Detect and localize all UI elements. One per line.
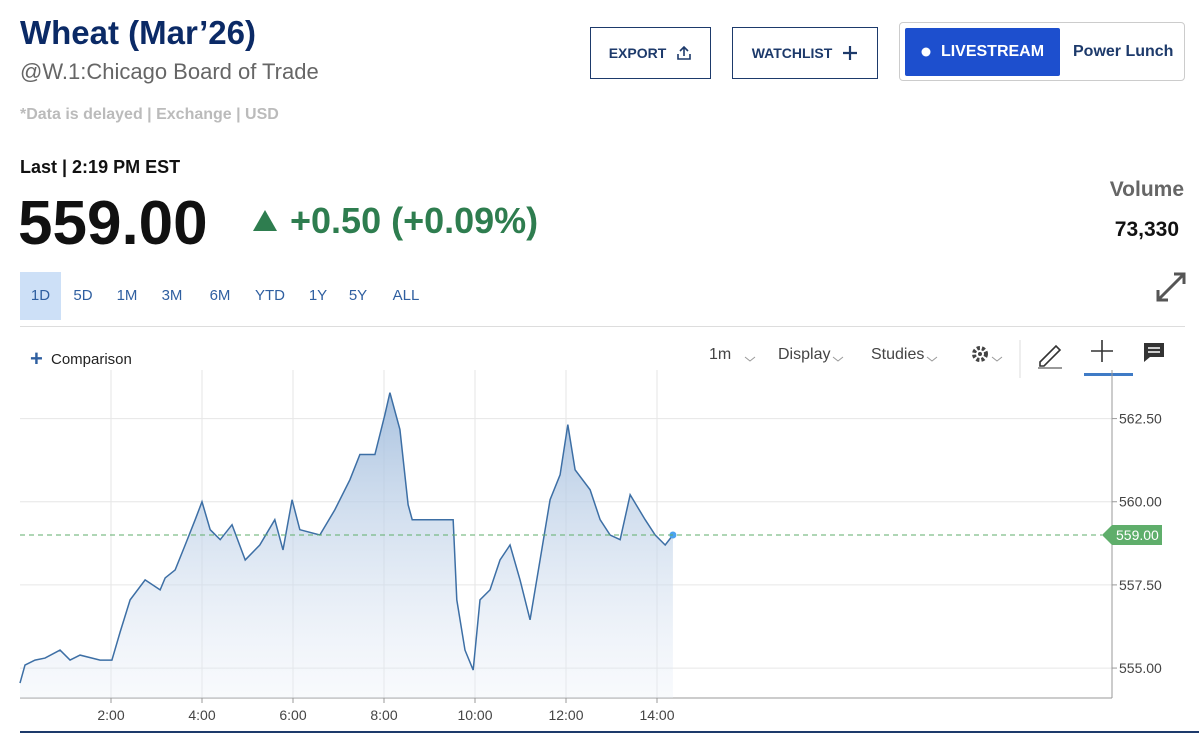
last-price-tag	[1102, 525, 1162, 546]
studies[interactable]: Studies	[871, 346, 925, 363]
range-tab[interactable]: 5D	[73, 287, 93, 304]
x-tick-label: 10:00	[457, 707, 492, 723]
area	[20, 392, 673, 698]
price-change: +0.50 (+0.09%)	[290, 200, 539, 241]
livestream-button[interactable]: LIVESTREAM	[905, 28, 1060, 76]
range-tab[interactable]: 3M	[161, 287, 183, 304]
last-label: Last | 2:19 PM EST	[20, 157, 181, 177]
last-price-label: 559.00	[1116, 527, 1159, 543]
range-tab[interactable]: ALL	[392, 287, 420, 304]
separator	[20, 326, 1185, 327]
title: Wheat (Mar’26)	[20, 14, 256, 51]
subtitle: @W.1:Chicago Board of Trade	[20, 59, 319, 84]
comparison[interactable]: Comparison	[51, 351, 132, 368]
x-tick-label: 4:00	[188, 707, 215, 723]
delay-note: *Data is delayed | Exchange | USD	[20, 106, 279, 123]
range-tab[interactable]: 1D	[20, 272, 61, 320]
display[interactable]: Display	[778, 346, 831, 363]
x-tick-label: 12:00	[548, 707, 583, 723]
x-tick-label: 6:00	[279, 707, 306, 723]
expand-icon[interactable]	[1155, 271, 1187, 303]
toolbar-icons	[744, 340, 1021, 378]
live-dot	[921, 47, 931, 57]
tool-icons[interactable]	[1036, 338, 1186, 380]
livestream-label: LIVESTREAM	[940, 43, 1045, 60]
range-tab[interactable]: 6M	[209, 287, 231, 304]
x-tick-label: 2:00	[97, 707, 124, 723]
x-tick-label: 8:00	[370, 707, 397, 723]
y-tick-label: 555.00	[1119, 660, 1162, 676]
price-line	[19, 392, 674, 684]
range-tab[interactable]: YTD	[255, 287, 285, 304]
plus-icon	[843, 46, 858, 60]
range-tab[interactable]: 1M	[116, 287, 138, 304]
watchlist-button[interactable]: WATCHLIST	[732, 27, 878, 79]
y-tick-label: 557.50	[1119, 577, 1162, 593]
export-icon	[677, 45, 692, 60]
range-tab[interactable]: 1Y	[308, 287, 328, 304]
volume: 73,330	[1114, 218, 1179, 241]
show-name[interactable]: Power Lunch	[1073, 43, 1174, 60]
range-tab[interactable]: 5Y	[348, 287, 368, 304]
plus-icon: +	[30, 346, 43, 371]
x-tick-label: 14:00	[639, 707, 674, 723]
y-tick-label: 562.50	[1119, 411, 1162, 427]
watchlist-label: WATCHLIST	[751, 45, 833, 61]
volume-label: Volume	[1109, 178, 1184, 201]
price: 559.00	[18, 189, 208, 258]
chart: 555.00 557.50 560.00 562.50 2:00 4:00 6:00 8:00…	[19, 370, 1199, 733]
export-label: EXPORT	[608, 45, 667, 61]
up-arrow	[253, 210, 277, 231]
livestream-box	[899, 22, 1185, 81]
interval[interactable]: 1m	[709, 346, 732, 363]
export-button[interactable]: EXPORT	[590, 27, 711, 79]
y-tick-label: 560.00	[1119, 494, 1162, 510]
